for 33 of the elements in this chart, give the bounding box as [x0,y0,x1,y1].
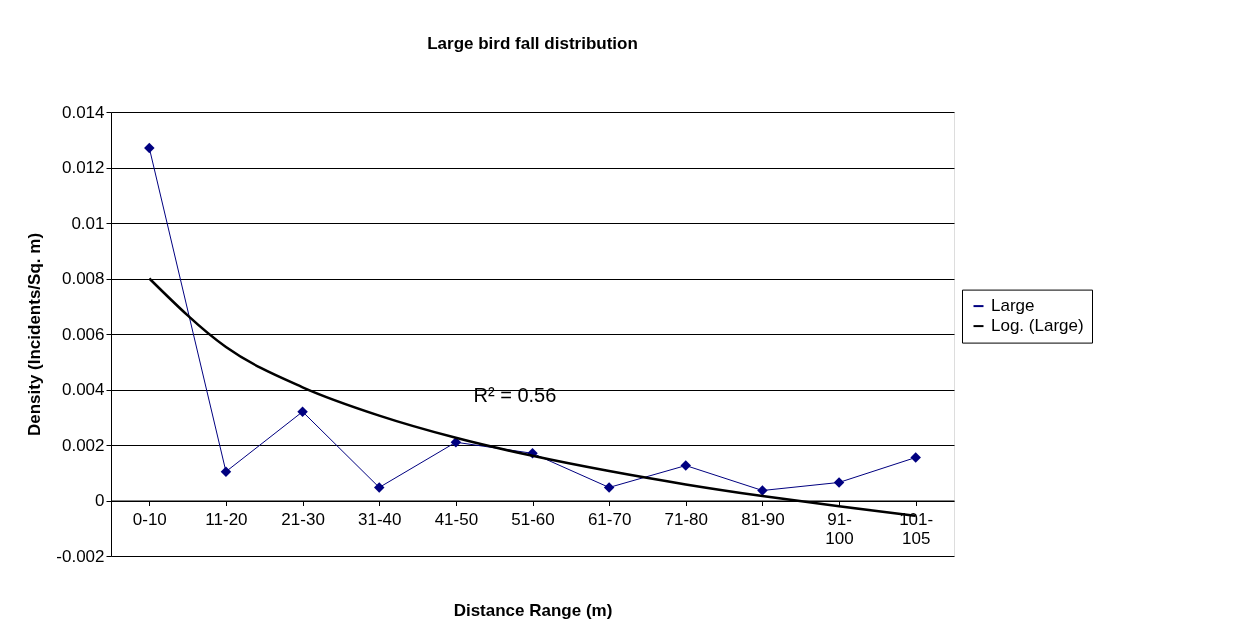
x-tick-label: 21-30 [281,510,325,529]
chart-title: Large bird fall distribution [427,34,638,53]
point [603,482,615,493]
x-tick-label: 31-40 [357,510,402,529]
point [757,485,768,496]
x-tick-label: 91-100 [825,510,854,548]
y-tick-label: 0.006 [61,324,105,344]
x-tick-label: 0-10 [132,510,167,529]
x-axis-title: Distance Range (m) [453,600,613,620]
point [220,466,232,477]
point [680,460,692,471]
point [144,142,155,154]
x-tick-label: 81-90 [741,510,785,529]
y-tick-label: 0.014 [61,102,105,122]
y-tick-label: 0.008 [61,269,105,288]
legend-label: Large [991,296,1035,316]
x-tick-label: 71-80 [664,510,709,529]
y-tick-label: 0.012 [61,158,105,177]
point [297,406,308,417]
y-tick-label: 0 [95,491,105,510]
x-tick-label: 41-50 [434,510,479,529]
y-tick-label: 0.002 [61,435,105,455]
point [910,452,921,463]
x-tick-label: 11-20 [205,510,248,529]
x-tick-label: 51-60 [511,510,555,529]
point [373,482,385,493]
legend-label: Log. (Large) [991,316,1084,336]
y-tick-label: 0.01 [71,213,105,233]
y-tick-label: 0.004 [61,380,105,399]
x-tick-label: 61-70 [587,510,632,529]
y-tick-label: -0.002 [56,546,105,566]
point [833,477,845,488]
y-axis-title: Density (Incidents/Sq. m) [25,232,45,437]
